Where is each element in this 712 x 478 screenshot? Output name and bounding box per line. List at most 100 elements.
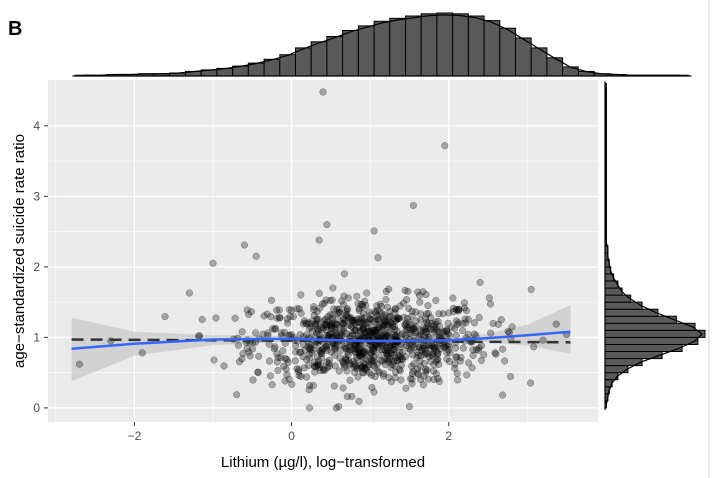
data-point [373, 326, 381, 334]
plot-panel [48, 80, 598, 422]
data-point [403, 326, 411, 334]
data-point [275, 306, 283, 314]
data-point [410, 360, 418, 368]
data-point [367, 330, 375, 338]
data-point [415, 342, 423, 350]
data-point [342, 354, 350, 362]
data-point [365, 369, 373, 377]
data-point [357, 314, 365, 322]
data-point [323, 346, 331, 354]
data-point [401, 286, 409, 294]
data-point [331, 324, 339, 332]
data-point [373, 302, 381, 310]
data-point [474, 346, 482, 354]
x-histogram-bar [342, 30, 359, 77]
data-point [326, 311, 334, 319]
data-point [451, 364, 459, 372]
data-point [372, 309, 380, 317]
data-point [329, 311, 337, 319]
data-point [409, 324, 417, 332]
data-point [299, 352, 307, 361]
data-point [370, 388, 378, 396]
data-point [238, 328, 246, 336]
data-point [452, 305, 460, 313]
data-point [419, 381, 427, 389]
data-point [283, 371, 291, 379]
data-point [367, 371, 376, 379]
data-point [294, 368, 303, 376]
data-point [383, 332, 391, 340]
data-point [405, 402, 413, 411]
data-point [381, 321, 389, 329]
y-histogram-bar [604, 336, 699, 345]
data-point [374, 324, 382, 332]
data-point [405, 344, 413, 353]
data-point [351, 327, 359, 335]
data-point [209, 259, 217, 267]
data-point [360, 349, 368, 357]
data-point [194, 332, 203, 340]
x-histogram-bar [389, 17, 406, 77]
data-point [259, 330, 267, 338]
data-point [319, 366, 327, 374]
data-point [347, 314, 355, 322]
data-point [328, 321, 336, 329]
data-point [422, 325, 430, 333]
data-point [288, 380, 296, 388]
x-tick-label: −2 [128, 429, 142, 443]
data-point [412, 317, 420, 325]
data-point [345, 346, 353, 354]
data-point [508, 323, 516, 331]
data-point [322, 342, 330, 350]
data-point [246, 352, 254, 360]
data-point [453, 320, 461, 329]
data-point [356, 319, 364, 327]
x-histogram-bar [263, 58, 281, 77]
data-point [351, 320, 359, 328]
data-point [448, 323, 456, 331]
data-point [401, 321, 410, 329]
data-point [273, 306, 281, 314]
data-point [527, 285, 535, 293]
data-point [324, 363, 332, 371]
data-point [361, 348, 369, 356]
data-point [480, 351, 488, 359]
x-histogram-bar [357, 25, 375, 77]
trend-lines [71, 330, 571, 350]
data-point [424, 302, 432, 310]
data-point [408, 330, 416, 338]
data-point [384, 349, 392, 357]
data-point [421, 328, 430, 336]
data-point [376, 300, 384, 308]
data-point [331, 326, 339, 334]
data-point [346, 314, 354, 323]
data-point [358, 353, 366, 361]
data-point [360, 347, 368, 355]
data-point [455, 305, 463, 313]
data-point [373, 312, 381, 320]
data-point [309, 346, 317, 354]
data-point [338, 326, 346, 334]
data-point [426, 344, 435, 352]
data-point [335, 402, 343, 411]
data-point [328, 348, 336, 356]
data-point [306, 354, 314, 362]
data-point [350, 363, 358, 371]
data-point [422, 366, 430, 374]
data-point [385, 343, 393, 351]
y-histogram-bar [604, 322, 696, 331]
data-point [361, 320, 369, 328]
data-point [337, 330, 345, 338]
data-point [339, 314, 348, 323]
data-point [267, 313, 275, 321]
y-tick-label: 1 [33, 330, 40, 344]
data-point [380, 321, 388, 329]
data-point [430, 375, 438, 384]
data-point [470, 330, 478, 338]
data-point [332, 330, 341, 338]
data-point [430, 325, 438, 334]
x-histogram-bar [420, 13, 438, 77]
data-point [345, 343, 353, 351]
data-point [322, 320, 330, 328]
data-point [390, 346, 398, 354]
